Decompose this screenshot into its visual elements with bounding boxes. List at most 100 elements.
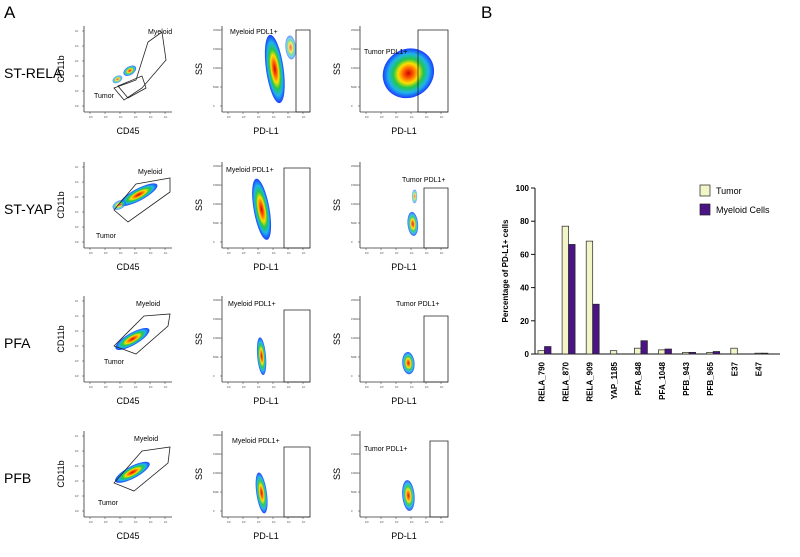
density-cloud — [407, 211, 419, 236]
y-tick-label: 0 — [351, 104, 353, 108]
y-tick-label: 10⁴ — [75, 344, 79, 348]
y-tick-label: 1000k — [213, 66, 221, 70]
bar-category-label: RELA_909 — [586, 361, 595, 401]
density-cloud — [115, 328, 150, 350]
y-tick-label: 1000k — [213, 202, 221, 206]
x-tick-label: 10⁶ — [149, 251, 153, 255]
y-tick-label: 10⁶ — [75, 180, 79, 184]
gate-label-myeloid-pdl1: Myeloid PDL1+ — [226, 167, 274, 174]
x-tick-label: 10⁶ — [287, 520, 291, 524]
x-axis-title: PD-L1 — [253, 531, 279, 541]
density-cloud — [411, 189, 418, 204]
x-tick-label: 10⁷ — [164, 520, 168, 524]
x-tick-label: 10² — [365, 385, 369, 389]
bar-tumor-e47 — [754, 352, 762, 355]
x-tick-label: 10² — [89, 385, 93, 389]
gate-outline — [113, 31, 167, 101]
gate-outline — [429, 440, 449, 518]
x-tick-label: 10³ — [380, 115, 384, 119]
x-tick-label: 10⁴ — [395, 251, 399, 255]
x-tick-label: 10⁴ — [257, 520, 261, 524]
x-tick-label: 10⁶ — [149, 385, 153, 389]
flow-plot: 10² 10³ 10⁴ 10⁵ 10⁶ 10⁷ 0 500k 1000k 1500k 2000k My… — [194, 26, 311, 136]
y-tick-label: 1000k — [351, 66, 359, 70]
y-tick-label: 10³ — [75, 494, 79, 498]
x-tick-label: 10⁵ — [272, 251, 276, 255]
y-tick-label: 10⁴ — [75, 210, 79, 214]
x-tick-label: 10⁴ — [257, 251, 261, 255]
y-tick-label: 1000k — [351, 471, 359, 475]
y-tick-label: 1500k — [213, 183, 221, 187]
y-axis-title: SS — [332, 63, 342, 75]
bar-category-label: YAP_1185 — [610, 361, 619, 399]
y-tick-label: 2000k — [351, 298, 359, 302]
x-tick-label: 10³ — [104, 115, 108, 119]
flow-plot: 10² 10³ 10⁴ 10⁵ 10⁶ 10⁷ 0 500k 1000k 1500k 2000k My… — [194, 162, 311, 272]
flow-plot: 10² 10³ 10⁴ 10⁵ 10⁶ 10⁷ 10² 10³ 10⁴ 10⁵ 10⁶ 10⁷ Myel… — [56, 296, 172, 406]
y-axis-title: CD11b — [56, 55, 66, 82]
bar-myeloid-cells-e47 — [761, 352, 769, 355]
bar-category-label: RELA_870 — [562, 361, 571, 401]
gate-label-myeloid: Myeloid — [138, 169, 162, 176]
gate-label-tumor-pdl1: Tumor PDL1+ — [396, 301, 440, 308]
bar-tumor-e37 — [730, 347, 738, 355]
density-cloud — [256, 337, 267, 376]
y-tick-label: 0 — [213, 509, 215, 513]
flow-row-st-rela: ST-RELA 10² 10³ 10⁴ 10⁵ 10⁶ 10⁷ 10² 10³ 10⁴ 10⁵ 10⁶… — [4, 26, 449, 136]
bar-category-label: PFA_1048 — [658, 361, 667, 399]
legend-label-myeloid: Myeloid Cells — [716, 205, 770, 215]
x-tick-label: 10³ — [104, 251, 108, 255]
gate-outline — [423, 187, 449, 249]
x-tick-label: 10³ — [242, 385, 246, 389]
bar-y-tick-label: 60 — [520, 250, 529, 259]
y-axis-title: SS — [332, 199, 342, 211]
bar-myeloid-cells-pfb_943 — [688, 351, 696, 355]
bar-category-label: PFA_848 — [634, 361, 643, 395]
gate-outline — [117, 75, 147, 99]
legend-label-tumor: Tumor — [716, 186, 742, 196]
y-axis-title: SS — [332, 468, 342, 480]
x-tick-label: 10⁴ — [119, 251, 123, 255]
y-tick-label: 500k — [213, 85, 219, 89]
y-tick-label: 0 — [351, 509, 353, 513]
y-tick-label: 10² — [75, 374, 79, 378]
y-axis-title: CD11b — [56, 191, 66, 218]
x-tick-label: 10² — [365, 115, 369, 119]
x-tick-label: 10⁶ — [425, 520, 429, 524]
bar-y-tick-label: 100 — [516, 184, 530, 193]
x-tick-label: 10⁵ — [134, 115, 138, 119]
bar-myeloid-cells-pfa_848 — [640, 340, 648, 355]
density-cloud — [285, 35, 297, 60]
y-axis-title: CD11b — [56, 460, 66, 487]
bar-tumor-pfb_965 — [706, 351, 714, 355]
density-cloud — [112, 75, 123, 84]
y-tick-label: 2000k — [213, 28, 221, 32]
x-tick-label: 10³ — [380, 520, 384, 524]
y-tick-label: 2000k — [213, 164, 221, 168]
y-axis-title: CD11b — [56, 325, 66, 352]
y-tick-label: 10⁷ — [75, 29, 79, 33]
x-tick-label: 10⁶ — [287, 115, 291, 119]
x-tick-label: 10⁶ — [287, 385, 291, 389]
gate-outline — [283, 309, 311, 383]
x-axis-title: PD-L1 — [253, 262, 279, 272]
gate-label-tumor-pdl1: Tumor PDL1+ — [364, 49, 408, 56]
y-tick-label: 0 — [351, 374, 353, 378]
y-tick-label: 1500k — [213, 47, 221, 51]
legend-swatch-myeloid — [699, 203, 711, 216]
y-tick-label: 1000k — [351, 202, 359, 206]
y-tick-label: 500k — [351, 85, 357, 89]
x-tick-label: 10⁷ — [164, 385, 168, 389]
x-tick-label: 10⁵ — [134, 251, 138, 255]
y-tick-label: 1500k — [351, 183, 359, 187]
gate-outline — [113, 446, 171, 492]
panel-label-b: B — [481, 3, 492, 22]
x-tick-label: 10⁶ — [425, 251, 429, 255]
pdl1-bar-chart: 0 20 40 60 80 100 Percentage of PD-L1+ cells RE… — [501, 184, 780, 402]
bar-category-label: E47 — [754, 361, 763, 376]
y-tick-label: 10³ — [75, 89, 79, 93]
y-tick-label: 500k — [351, 490, 357, 494]
row-label: ST-YAP — [4, 201, 53, 217]
gate-outline — [423, 315, 449, 383]
